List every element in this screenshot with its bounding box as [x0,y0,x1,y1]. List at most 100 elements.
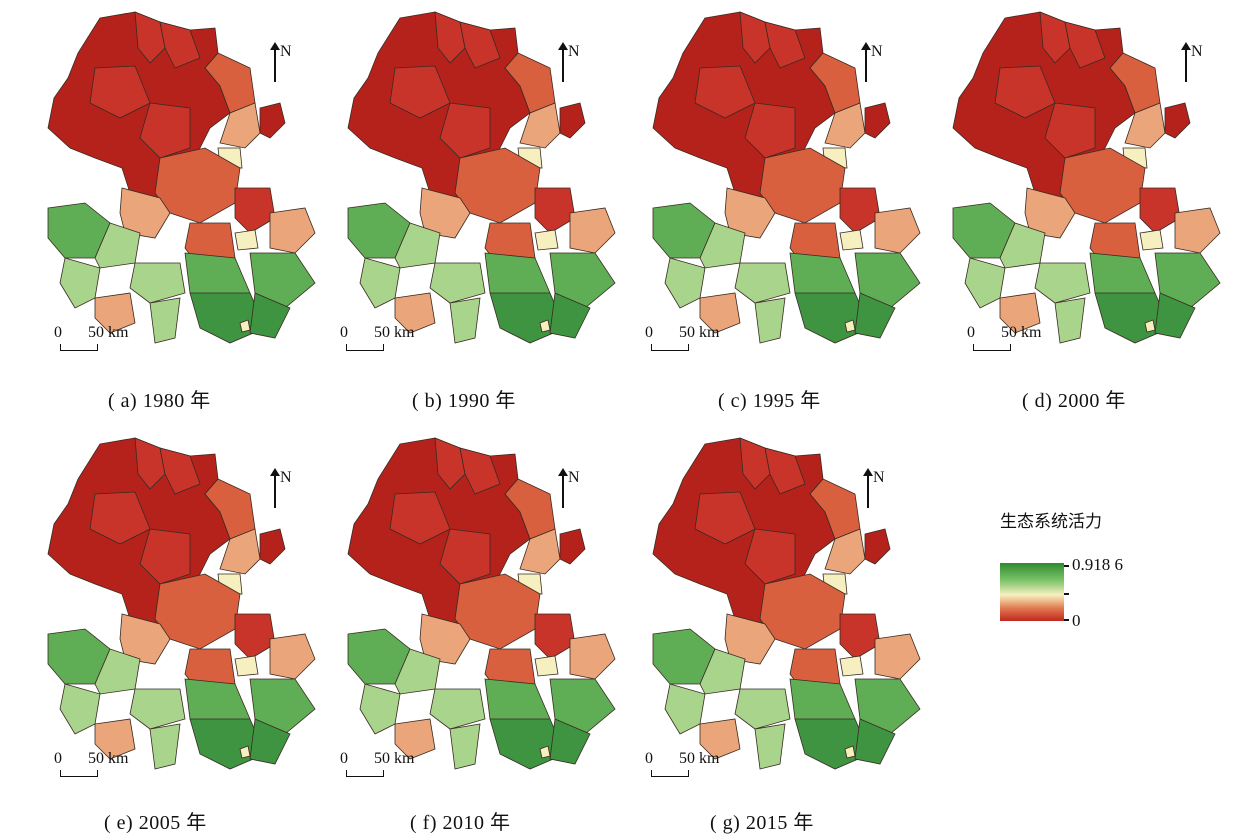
map-panel-a: N 0 50 km [40,8,340,408]
south-region-6 [699,292,741,334]
legend-max-label: 0.918 6 [1072,555,1123,574]
south-region-5 [249,292,291,339]
north-region-4 [89,65,151,119]
mid-region-3 [1139,187,1181,234]
north-region-5 [439,102,491,159]
west-region-2 [94,648,141,695]
south-region-3 [1154,252,1221,309]
south-region-6 [94,718,136,760]
mid-region-4 [569,633,616,680]
south-region-1 [429,688,486,730]
legend-tick-min [1064,619,1069,621]
north-region-2 [739,11,771,64]
east-region-2 [219,102,261,149]
mid-region-5 [1139,229,1164,251]
south-region-3 [854,678,921,735]
south-region-1 [129,688,186,730]
panel-caption-e: ( e) 2005 年 [104,812,207,834]
map-panel-f: N 0 50 km [340,434,640,834]
mid-region-2 [419,187,471,239]
province-map-a [47,11,316,344]
west-region-2 [394,222,441,269]
mid-region-2 [1024,187,1076,239]
mid-region-2 [724,613,776,665]
south-region-8 [844,319,856,333]
east-region-2 [219,528,261,575]
mid-region-4 [269,633,316,680]
south-region-6 [394,292,436,334]
west-region-2 [94,222,141,269]
north-region-3 [159,447,201,495]
south-region-6 [699,718,741,760]
mid-region-3 [234,187,276,234]
east-region-4 [864,528,891,565]
south-region-8 [539,745,551,759]
map-panel-d: N 0 50 km [945,8,1242,408]
south-region-7 [449,723,481,770]
east-region-2 [824,528,866,575]
south-region-1 [1034,262,1091,304]
south-region-8 [844,745,856,759]
south-region-7 [754,297,786,344]
east-region-4 [259,102,286,139]
mid-region-1 [759,573,846,650]
map-panel-g: N 0 50 km [645,434,945,834]
mid-region-3 [534,187,576,234]
north-arrow: N [1181,42,1203,82]
north-region-5 [1044,102,1096,159]
map-panel-b: N 0 50 km [340,8,640,408]
mid-region-4 [874,207,921,254]
west-region-3 [59,683,101,735]
province-map-g [652,437,921,770]
legend-tick-mid [1064,593,1069,595]
legend-color-ramp [1000,563,1064,621]
panel-caption-c: ( c) 1995 年 [718,390,821,412]
east-region-4 [559,528,586,565]
south-region-5 [549,292,591,339]
panel-caption-a: ( a) 1980 年 [108,390,211,412]
south-region-3 [549,252,616,309]
south-region-3 [249,678,316,735]
north-region-3 [159,21,201,69]
north-arrow: N [558,42,580,82]
panel-caption-b: ( b) 1990 年 [412,390,516,412]
south-region-7 [449,297,481,344]
north-region-5 [139,528,191,585]
east-region-4 [1164,102,1191,139]
mid-region-3 [234,613,276,660]
west-region-2 [999,222,1046,269]
north-region-3 [1064,21,1106,69]
north-region-2 [434,437,466,490]
north-region-5 [439,528,491,585]
province-map-c [652,11,921,344]
south-region-1 [734,688,791,730]
south-region-6 [999,292,1041,334]
south-region-7 [1054,297,1086,344]
south-region-3 [854,252,921,309]
legend: 生态系统活力 0.918 6 0 [1000,507,1220,647]
south-region-8 [239,745,251,759]
mid-region-1 [154,147,241,224]
east-region-2 [519,528,561,575]
west-region-3 [359,683,401,735]
mid-region-2 [119,187,171,239]
north-region-4 [994,65,1056,119]
east-region-4 [259,528,286,565]
mid-region-1 [454,147,541,224]
panel-caption-d: ( d) 2000 年 [1022,390,1126,412]
legend-title: 生态系统活力 [1000,512,1102,532]
south-region-7 [149,297,181,344]
north-region-5 [139,102,191,159]
mid-region-2 [419,613,471,665]
mid-region-1 [1059,147,1146,224]
north-region-2 [434,11,466,64]
legend-min-label: 0 [1072,611,1081,630]
map-panel-e: N 0 50 km [40,434,340,834]
north-region-3 [764,447,806,495]
mid-region-4 [569,207,616,254]
south-region-1 [429,262,486,304]
west-region-3 [59,257,101,309]
map-panel-c: N 0 50 km [645,8,945,408]
north-region-3 [459,21,501,69]
panel-caption-f: ( f) 2010 年 [410,812,511,834]
